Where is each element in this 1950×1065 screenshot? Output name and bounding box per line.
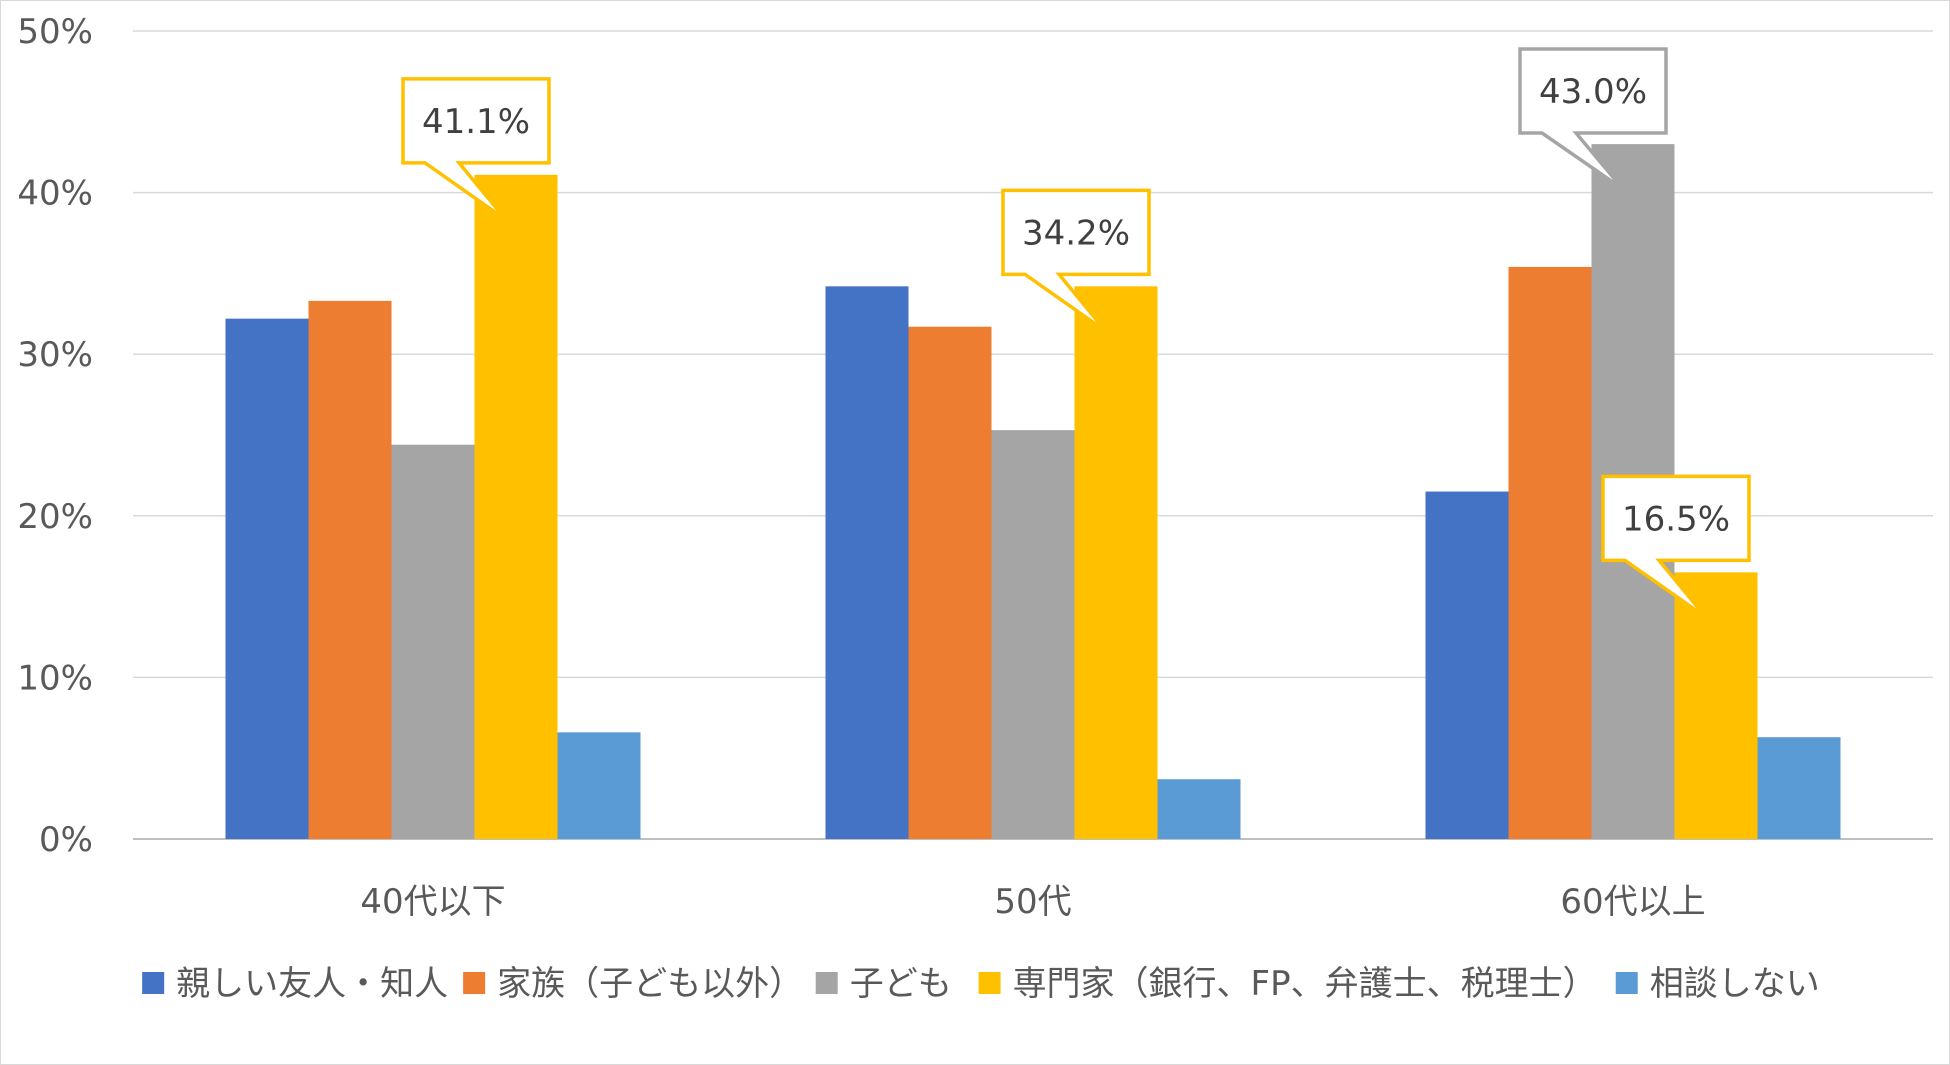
data-callout: 34.2% (1001, 188, 1151, 333)
callout-box (1001, 188, 1151, 333)
legend-label: 相談しない (1650, 964, 1820, 1004)
bar (908, 326, 992, 839)
data-label: 34.2% (1022, 213, 1130, 253)
y-tick-label: 50% (17, 12, 93, 52)
callout-box (401, 77, 551, 222)
bar (225, 318, 309, 839)
legend-label: 専門家（銀行、FP、弁護士、税理士） (1013, 964, 1597, 1004)
legend-swatch (142, 972, 165, 994)
legend: 親しい友人・知人 家族（子ども以外） 子ども 専門家（銀行、FP、弁護士、税理士） 相談… (142, 964, 1820, 1004)
callouts: 41.1% 34.2% 43.0% 16.5% (401, 47, 1751, 619)
bar (1157, 779, 1241, 839)
bar (1508, 266, 1592, 839)
x-axis: 40代以下 50代 60代以上 (360, 882, 1705, 922)
callout-box (1518, 47, 1668, 191)
y-tick-label: 20% (17, 497, 93, 537)
data-callout: 41.1% (401, 77, 551, 222)
bar (308, 300, 392, 839)
data-callout: 16.5% (1601, 474, 1751, 619)
x-category-label: 40代以下 (360, 882, 505, 922)
legend-swatch (978, 972, 1001, 994)
bar (1674, 572, 1758, 839)
y-tick-label: 0% (39, 820, 93, 860)
data-callout: 43.0% (1518, 47, 1668, 191)
x-category-label: 60代以上 (1560, 882, 1705, 922)
legend-item: 親しい友人・知人 (142, 964, 448, 1004)
legend-swatch (1615, 972, 1638, 994)
y-tick-label: 10% (17, 658, 93, 698)
x-category-label: 50代 (994, 882, 1071, 922)
legend-label: 子ども (850, 964, 952, 1004)
bar (1074, 286, 1158, 839)
bar (557, 732, 641, 839)
legend-item: 相談しない (1615, 964, 1820, 1004)
bar (1757, 737, 1841, 839)
bar (474, 174, 558, 840)
data-label: 41.1% (422, 102, 530, 142)
data-label: 43.0% (1539, 72, 1647, 112)
callout-box (1601, 474, 1751, 619)
y-tick-label: 30% (17, 335, 93, 375)
y-axis: 0% 10% 20% 30% 40% 50% (17, 12, 93, 860)
bar (391, 444, 475, 839)
legend-label: 家族（子ども以外） (497, 964, 803, 1004)
legend-label: 親しい友人・知人 (176, 964, 448, 1004)
bar (825, 286, 909, 839)
data-label: 16.5% (1622, 499, 1730, 539)
bar (1425, 491, 1509, 839)
legend-swatch (815, 972, 838, 994)
y-tick-label: 40% (17, 174, 93, 214)
legend-item: 家族（子ども以外） (463, 964, 803, 1004)
bar (991, 430, 1075, 839)
legend-swatch (463, 972, 486, 994)
legend-item: 専門家（銀行、FP、弁護士、税理士） (978, 964, 1597, 1004)
legend-item: 子ども (815, 964, 952, 1004)
